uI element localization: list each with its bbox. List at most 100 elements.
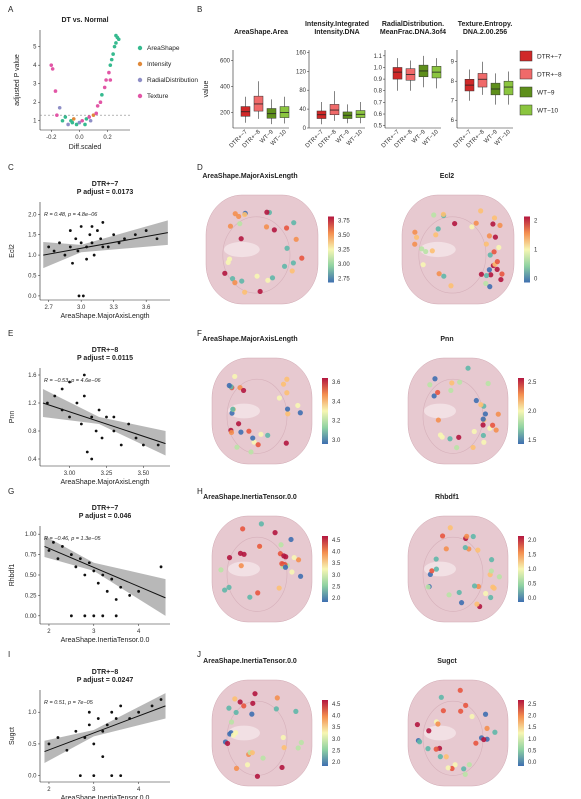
volcano-point — [50, 67, 55, 71]
panel-label-g: G — [8, 487, 14, 496]
tissue-map-h-2: Rhbdf1 2.0 1.5 1.0 0.5 0.0 — [407, 494, 537, 623]
scatter-e-y-tick-label: 1.2 — [28, 401, 37, 407]
volcano-x-tick-label: -0.2 — [46, 135, 57, 141]
tissue-map-j-2-spot — [445, 765, 451, 771]
scatter-g-point — [105, 589, 109, 593]
boxplot-legend-label: WT−9 — [537, 90, 555, 97]
scatter-g-point — [128, 594, 132, 597]
tissue-map-d-1-spot — [242, 211, 248, 218]
volcano-x-label: Diff.scaled — [69, 144, 102, 151]
volcano-x-tick-label: 0.0 — [75, 135, 84, 141]
scatter-c-point — [101, 245, 105, 249]
tissue-map-j-1-tissue-cavity — [228, 725, 260, 741]
scatter-e-title: P adjust = 0.0115 — [77, 355, 133, 362]
tissue-map-f-2-title: Pnn — [440, 336, 453, 343]
tissue-map-f-2-spot — [447, 436, 453, 442]
scatter-c-x-tick-label: 3.0 — [77, 305, 86, 311]
scatter-g-point — [87, 561, 91, 565]
volcano-legend-swatch — [137, 61, 143, 67]
tissue-map-f-2-spot — [435, 417, 441, 423]
tissue-map-j-2-spot — [463, 702, 469, 708]
boxplot-y-tick-label: 0.5 — [374, 124, 383, 130]
tissue-map-h-2-spot — [425, 584, 431, 590]
volcano-point — [94, 111, 99, 116]
tissue-map-j-2-colorbar — [518, 700, 524, 766]
tissue-map-f-1-spot — [283, 440, 289, 446]
tissue-map-j-1-spot — [224, 740, 231, 747]
boxplot-legend-swatch — [519, 50, 533, 62]
tissue-map-f-1-spot — [234, 444, 240, 450]
tissue-map-h-2-spot — [464, 533, 470, 539]
tissue-map-j-1-colorbar-label: 2.5 — [332, 748, 341, 754]
tissue-map-d-2-colorbar — [524, 216, 530, 283]
scatter-e-y-label: Pnn — [9, 411, 16, 424]
tissue-map-d-2-spot — [494, 259, 500, 265]
tissue-map-f-2-spot — [480, 432, 486, 439]
scatter-e-point — [53, 394, 57, 398]
tissue-map-j-1-colorbar-label: 4.0 — [332, 714, 341, 720]
scatter-c-fit-line — [43, 232, 168, 256]
scatter-e-point — [156, 443, 160, 447]
scatter-g-y-tick-label: 0.00 — [25, 614, 37, 620]
scatter-e-point — [90, 415, 94, 419]
tissue-map-h-2-spot — [439, 533, 446, 539]
tissue-map-f-2-spot — [495, 411, 501, 417]
tissue-map-h-2-tissue-section — [407, 515, 509, 623]
tissue-map-j-2-spot — [426, 728, 432, 734]
tissue-map-d-2-spot — [429, 248, 435, 254]
tissue-map-d-2-spot — [452, 220, 458, 227]
boxplot-y-tick-label: 0.9 — [374, 77, 383, 83]
boxplot-y-tick-label: 0 — [303, 126, 307, 132]
tissue-map-d-1-spot — [269, 275, 276, 281]
tissue-map-h-1-spot — [279, 561, 285, 567]
tissue-map-j-2-spot — [443, 754, 449, 760]
tissue-map-j-1-spot — [254, 773, 261, 779]
tissue-map-d-1-spot — [293, 236, 299, 242]
tissue-map-h-1-spot — [297, 573, 304, 579]
tissue-map-h-2-spot — [471, 583, 478, 589]
tissue-map-h-1-spot — [278, 542, 284, 548]
tissue-map-d-1-spot — [284, 245, 290, 251]
tissue-map-j-1: AreaShape.InertiaTensor.0.0 4.5 4.0 3.5 3.0 2… — [203, 658, 341, 787]
scatter-g-point — [119, 585, 123, 589]
tissue-map-d-2-spot — [412, 241, 418, 247]
volcano-point — [71, 117, 76, 121]
scatter-c-point — [79, 241, 83, 245]
scatter-i-x-tick-label: 3 — [92, 787, 96, 793]
volcano-point — [84, 117, 89, 121]
scatter-e-annotation: R = −0.53, p = 4.6e−06 — [44, 378, 102, 384]
volcano-point — [88, 118, 93, 123]
tissue-map-f-1-spot — [251, 439, 257, 445]
scatter-g-point — [69, 553, 73, 556]
tissue-map-f-2-spot — [427, 382, 433, 388]
scatter-c-y-tick-label: 1.5 — [28, 233, 37, 239]
tissue-map-f-2: Pnn 2.5 2.0 1.5 — [407, 336, 537, 465]
tissue-map-f-2-colorbar — [518, 378, 524, 444]
scatter-c-point — [90, 225, 94, 228]
scatter-e-point — [112, 415, 116, 419]
tissue-map-d-2: Ecl2 2 1 0 — [401, 173, 538, 305]
volcano-point — [95, 104, 100, 108]
tissue-map-d-2-spot — [492, 234, 499, 240]
tissue-map-j-1-spot — [230, 732, 237, 738]
tissue-map-d-2-spot — [498, 276, 504, 283]
scatter-e-point — [100, 436, 104, 440]
tissue-map-d-1-spot — [222, 270, 228, 276]
scatter-e-point — [85, 450, 89, 454]
tissue-map-f-1-spot — [248, 449, 254, 455]
volcano-legend-swatch — [137, 45, 143, 51]
tissue-map-d-2-spot — [496, 244, 502, 251]
tissue-map-f-1-spot — [250, 435, 256, 441]
tissue-map-h-1: AreaShape.InertiaTensor.0.0 4.5 4.0 3.5 3.0 2… — [203, 494, 341, 623]
tissue-map-h-1-spot — [257, 543, 263, 549]
volcano-y-tick-label: 1 — [33, 119, 37, 125]
tissue-map-j-2-colorbar-label: 1.0 — [528, 737, 537, 743]
scatter-i-point — [92, 742, 96, 746]
tissue-map-f-2-spot — [431, 393, 437, 399]
tissue-map-j-2-spot — [414, 721, 421, 728]
boxplot-facet-title: Intensity.Integrated — [305, 21, 369, 28]
tissue-map-j-1-spot — [298, 739, 304, 746]
boxplot-legend-label: DTR+−8 — [537, 72, 562, 79]
tissue-map-h-1-spot — [237, 550, 244, 556]
